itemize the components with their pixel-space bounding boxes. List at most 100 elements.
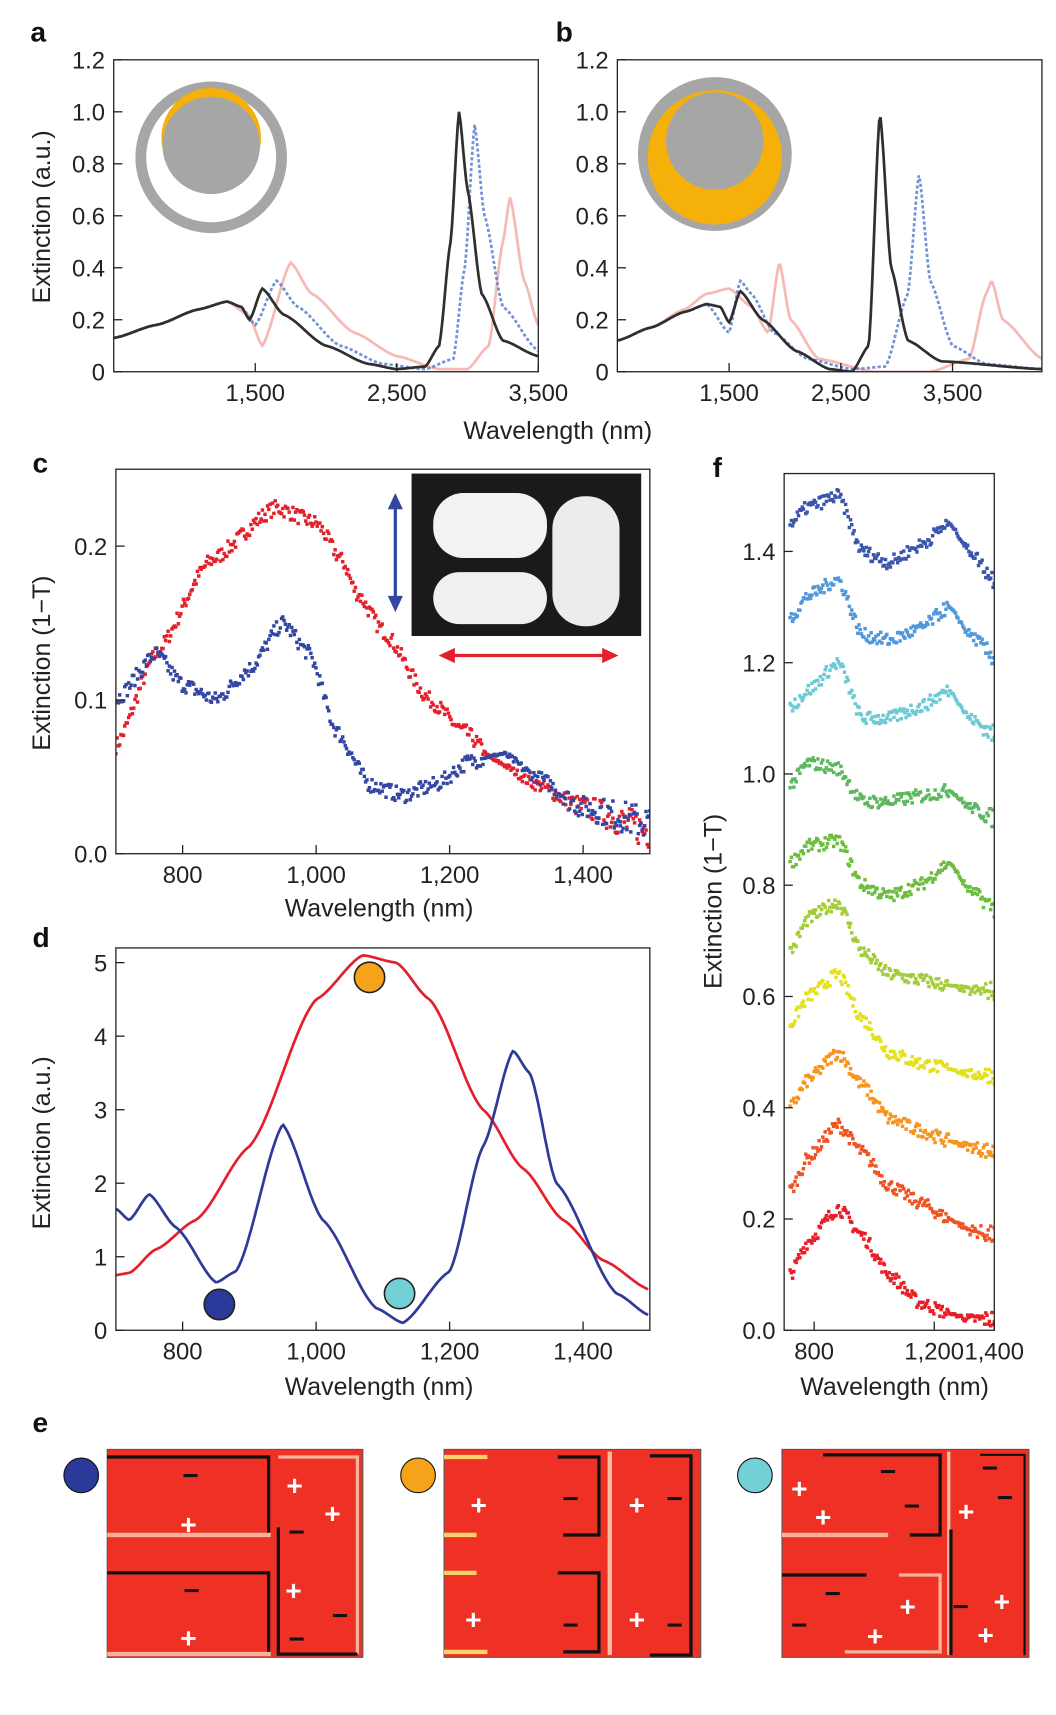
- data-point: [988, 1323, 993, 1328]
- data-point: [366, 613, 370, 618]
- data-point: [891, 1189, 895, 1193]
- data-point: [367, 786, 372, 790]
- data-point: [864, 1016, 868, 1021]
- data-point: [957, 1144, 962, 1148]
- data-point: [951, 864, 955, 869]
- data-point: [313, 661, 317, 665]
- data-point: [533, 773, 537, 778]
- data-point: [930, 981, 935, 985]
- data-point: [376, 788, 381, 793]
- data-point: [956, 534, 960, 539]
- data-point: [939, 1212, 943, 1217]
- data-point: [801, 999, 806, 1003]
- data-point: [924, 545, 929, 549]
- data-point: [149, 652, 154, 656]
- data-point: [986, 573, 990, 578]
- data-point: [822, 590, 826, 595]
- data-point: [849, 1133, 854, 1137]
- data-point: [916, 1066, 920, 1071]
- data-point: [213, 691, 218, 695]
- data-point: [938, 1208, 942, 1213]
- data-point: [970, 1074, 975, 1078]
- data-point: [175, 611, 179, 615]
- plus-sign: +: [867, 1620, 883, 1651]
- marker-navy-icon: [63, 1457, 100, 1494]
- data-point: [370, 778, 374, 782]
- data-point: [284, 628, 289, 632]
- data-point: [975, 634, 980, 638]
- data-point: [813, 687, 818, 691]
- data-point: [869, 960, 873, 965]
- data-point: [453, 770, 457, 775]
- data-point: [851, 531, 855, 536]
- data-point: [846, 1133, 850, 1138]
- data-point: [203, 564, 207, 568]
- data-point: [311, 664, 316, 668]
- data-point: [934, 607, 939, 612]
- data-point: [115, 752, 118, 756]
- data-point: [811, 502, 815, 506]
- data-point: [986, 1322, 990, 1326]
- data-point: [866, 550, 871, 554]
- data-point: [233, 680, 238, 685]
- data-point: [836, 660, 841, 664]
- data-point: [318, 674, 322, 678]
- data-point: [340, 735, 345, 739]
- data-point: [801, 696, 806, 700]
- data-point: [899, 973, 903, 977]
- data-point: [858, 627, 862, 632]
- data-point: [897, 555, 901, 560]
- data-point: [957, 874, 962, 879]
- data-point: [805, 992, 809, 996]
- data-point: [897, 1275, 901, 1279]
- data-point: [436, 788, 441, 792]
- plus-sign: +: [629, 1604, 645, 1635]
- data-point: [979, 1224, 983, 1228]
- data-point: [853, 540, 858, 545]
- data-point: [918, 621, 923, 625]
- data-point: [920, 1196, 924, 1201]
- data-point: [519, 761, 523, 765]
- data-point: [907, 1120, 912, 1124]
- data-point: [823, 905, 827, 909]
- data-point: [839, 979, 843, 984]
- data-point: [888, 565, 893, 569]
- data-point: [914, 1124, 918, 1129]
- data-point: [585, 814, 590, 819]
- data-point: [892, 1281, 896, 1286]
- data-point: [212, 696, 216, 701]
- data-point: [903, 636, 907, 641]
- data-point: [900, 1124, 905, 1129]
- data-point: [828, 1052, 832, 1056]
- plus-sign: +: [958, 1496, 974, 1527]
- data-point: [372, 787, 377, 792]
- data-point: [869, 884, 873, 889]
- data-point: [799, 1248, 803, 1252]
- data-point: [790, 709, 795, 713]
- data-point: [887, 710, 891, 714]
- data-point: [272, 624, 276, 628]
- data-point: [958, 876, 963, 881]
- data-point: [836, 489, 841, 493]
- data-point: [138, 670, 142, 674]
- data-point: [806, 1154, 811, 1158]
- data-point: [439, 785, 443, 789]
- data-point: [955, 699, 959, 703]
- data-point: [888, 1278, 893, 1283]
- data-point: [987, 897, 992, 902]
- data-point: [810, 998, 814, 1002]
- data-point: [225, 695, 229, 699]
- data-point: [898, 1050, 902, 1054]
- data-point: [808, 596, 813, 601]
- data-point: [933, 877, 937, 881]
- data-point: [794, 517, 798, 522]
- data-point: [965, 633, 970, 637]
- data-point: [825, 980, 830, 985]
- data-point: [955, 531, 959, 536]
- data-point: [959, 796, 964, 801]
- data-point: [866, 634, 871, 638]
- data-point: [991, 808, 995, 812]
- data-point: [344, 572, 349, 576]
- data-point: [905, 799, 910, 804]
- data-point: [839, 906, 843, 911]
